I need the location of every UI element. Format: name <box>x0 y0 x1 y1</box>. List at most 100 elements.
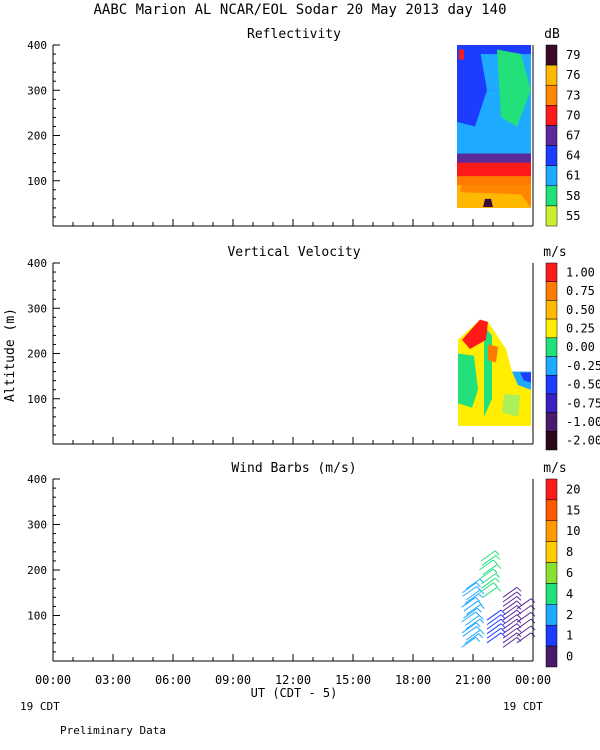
colorbar-swatch <box>545 44 558 66</box>
wind-barb <box>502 614 518 626</box>
wind-barb <box>477 600 483 606</box>
colorbar-label: 0.75 <box>566 284 595 298</box>
wind-barb <box>466 604 481 615</box>
wind-barb <box>496 564 502 569</box>
colorbar-swatch <box>545 281 558 301</box>
wind-barb <box>502 600 518 612</box>
colorbar-swatch <box>545 604 558 626</box>
wind-barb <box>492 559 498 565</box>
reflectivity-panel: Reflectivity dB 100 200 300 400 79 76 73 70 67 6… <box>27 27 580 227</box>
y-tick-label: 100 <box>27 610 47 623</box>
y-tick-label: 300 <box>27 519 47 532</box>
colorbar-label: 1 <box>566 629 573 643</box>
colorbar-label: 67 <box>566 129 580 143</box>
wind-barb <box>465 618 481 630</box>
wind-barb <box>464 633 480 645</box>
wind-barb <box>502 609 518 621</box>
y-tick-label: 400 <box>27 39 47 52</box>
x-axis-tick-labels: 00:00 03:00 06:00 09:00 12:00 15:00 18:00 21:00… <box>35 673 551 687</box>
vertical-velocity-plot-area <box>52 262 534 445</box>
colorbar-label: 8 <box>566 545 573 559</box>
wind-barb <box>478 593 484 599</box>
colorbar-swatch <box>545 374 558 395</box>
y-tick-label: 200 <box>27 130 47 143</box>
colorbar-label: 73 <box>566 88 580 102</box>
wind-barb <box>496 586 502 592</box>
colorbar-swatch <box>545 412 558 432</box>
x-tick-label: 00:00 <box>35 673 71 687</box>
wind-barb <box>516 625 532 637</box>
wind-barb <box>486 614 502 626</box>
colorbar-swatch <box>545 84 558 106</box>
preliminary-data-note: Preliminary Data <box>60 724 166 737</box>
colorbar-swatch <box>545 562 558 584</box>
colorbar-swatch <box>545 205 558 227</box>
colorbar-label: -0.75 <box>566 396 600 410</box>
wind-barb <box>500 618 506 624</box>
wind-barb <box>461 636 476 648</box>
y-axis-label: Altitude (m) <box>3 308 18 402</box>
colorbar-swatch <box>545 318 558 339</box>
wind-barb <box>478 615 484 620</box>
colorbar-label: 58 <box>566 189 580 203</box>
colorbar-swatch <box>545 478 558 501</box>
x-axis-left-date: 19 CDT <box>20 700 60 713</box>
wind-barb <box>502 623 518 635</box>
y-tick-label: 400 <box>27 473 47 486</box>
wind-barb <box>478 633 484 639</box>
reflectivity-band <box>457 192 531 208</box>
colorbar-label: 0.00 <box>566 340 595 354</box>
wind-barb <box>463 607 478 619</box>
wind-barb <box>516 605 532 616</box>
wind-barb <box>480 604 485 609</box>
colorbar-swatch <box>545 356 558 376</box>
wind-barb <box>516 611 532 623</box>
wind-barb <box>502 591 518 603</box>
wind-barb <box>475 636 480 642</box>
wind-barb <box>502 618 518 630</box>
colorbar-label: 61 <box>566 169 580 183</box>
wind-barb <box>462 585 477 597</box>
wind-barb <box>464 593 480 605</box>
wind-barb <box>494 550 500 556</box>
wind-barbs-plot-area <box>52 478 536 662</box>
wind-barb <box>475 622 481 628</box>
wind-barb <box>516 591 522 597</box>
wind-barbs-y-ticks: 100 200 300 400 <box>27 473 47 623</box>
velocity-region <box>458 353 478 408</box>
wind-barb <box>477 607 482 613</box>
wind-barb <box>461 596 476 608</box>
y-tick-label: 300 <box>27 302 47 315</box>
colorbar-swatch <box>545 64 558 86</box>
colorbar-swatch <box>545 583 558 605</box>
colorbar-label: 76 <box>566 68 580 82</box>
figure-title: AABC Marion AL NCAR/EOL Sodar 20 May 201… <box>93 2 506 18</box>
wind-barb <box>486 627 502 639</box>
colorbar-label: 70 <box>566 108 580 122</box>
colorbar-swatch <box>545 393 558 413</box>
wind-barb <box>495 577 500 583</box>
wind-barb <box>516 632 532 644</box>
colorbar-label: 2 <box>566 608 573 622</box>
wind-barb <box>461 582 477 594</box>
wind-barb <box>516 598 532 610</box>
colorbar-swatch <box>545 145 558 166</box>
colorbar-swatch <box>545 431 558 451</box>
colorbar-label: -0.50 <box>566 378 600 392</box>
wind-barb <box>461 611 477 623</box>
x-tick-label: 03:00 <box>95 673 131 687</box>
x-tick-label: 09:00 <box>215 673 251 687</box>
colorbar-label: 79 <box>566 48 580 62</box>
colorbar-label: 6 <box>566 566 573 580</box>
colorbar-label: 20 <box>566 482 580 496</box>
colorbar-label: 1.00 <box>566 265 595 279</box>
wind-barb <box>502 627 518 639</box>
reflectivity-unit: dB <box>544 27 560 42</box>
reflectivity-y-ticks: 100 200 300 400 <box>27 39 47 188</box>
wind-barb <box>502 636 518 648</box>
colorbar-swatch <box>545 105 558 126</box>
colorbar-label: 55 <box>566 209 580 223</box>
